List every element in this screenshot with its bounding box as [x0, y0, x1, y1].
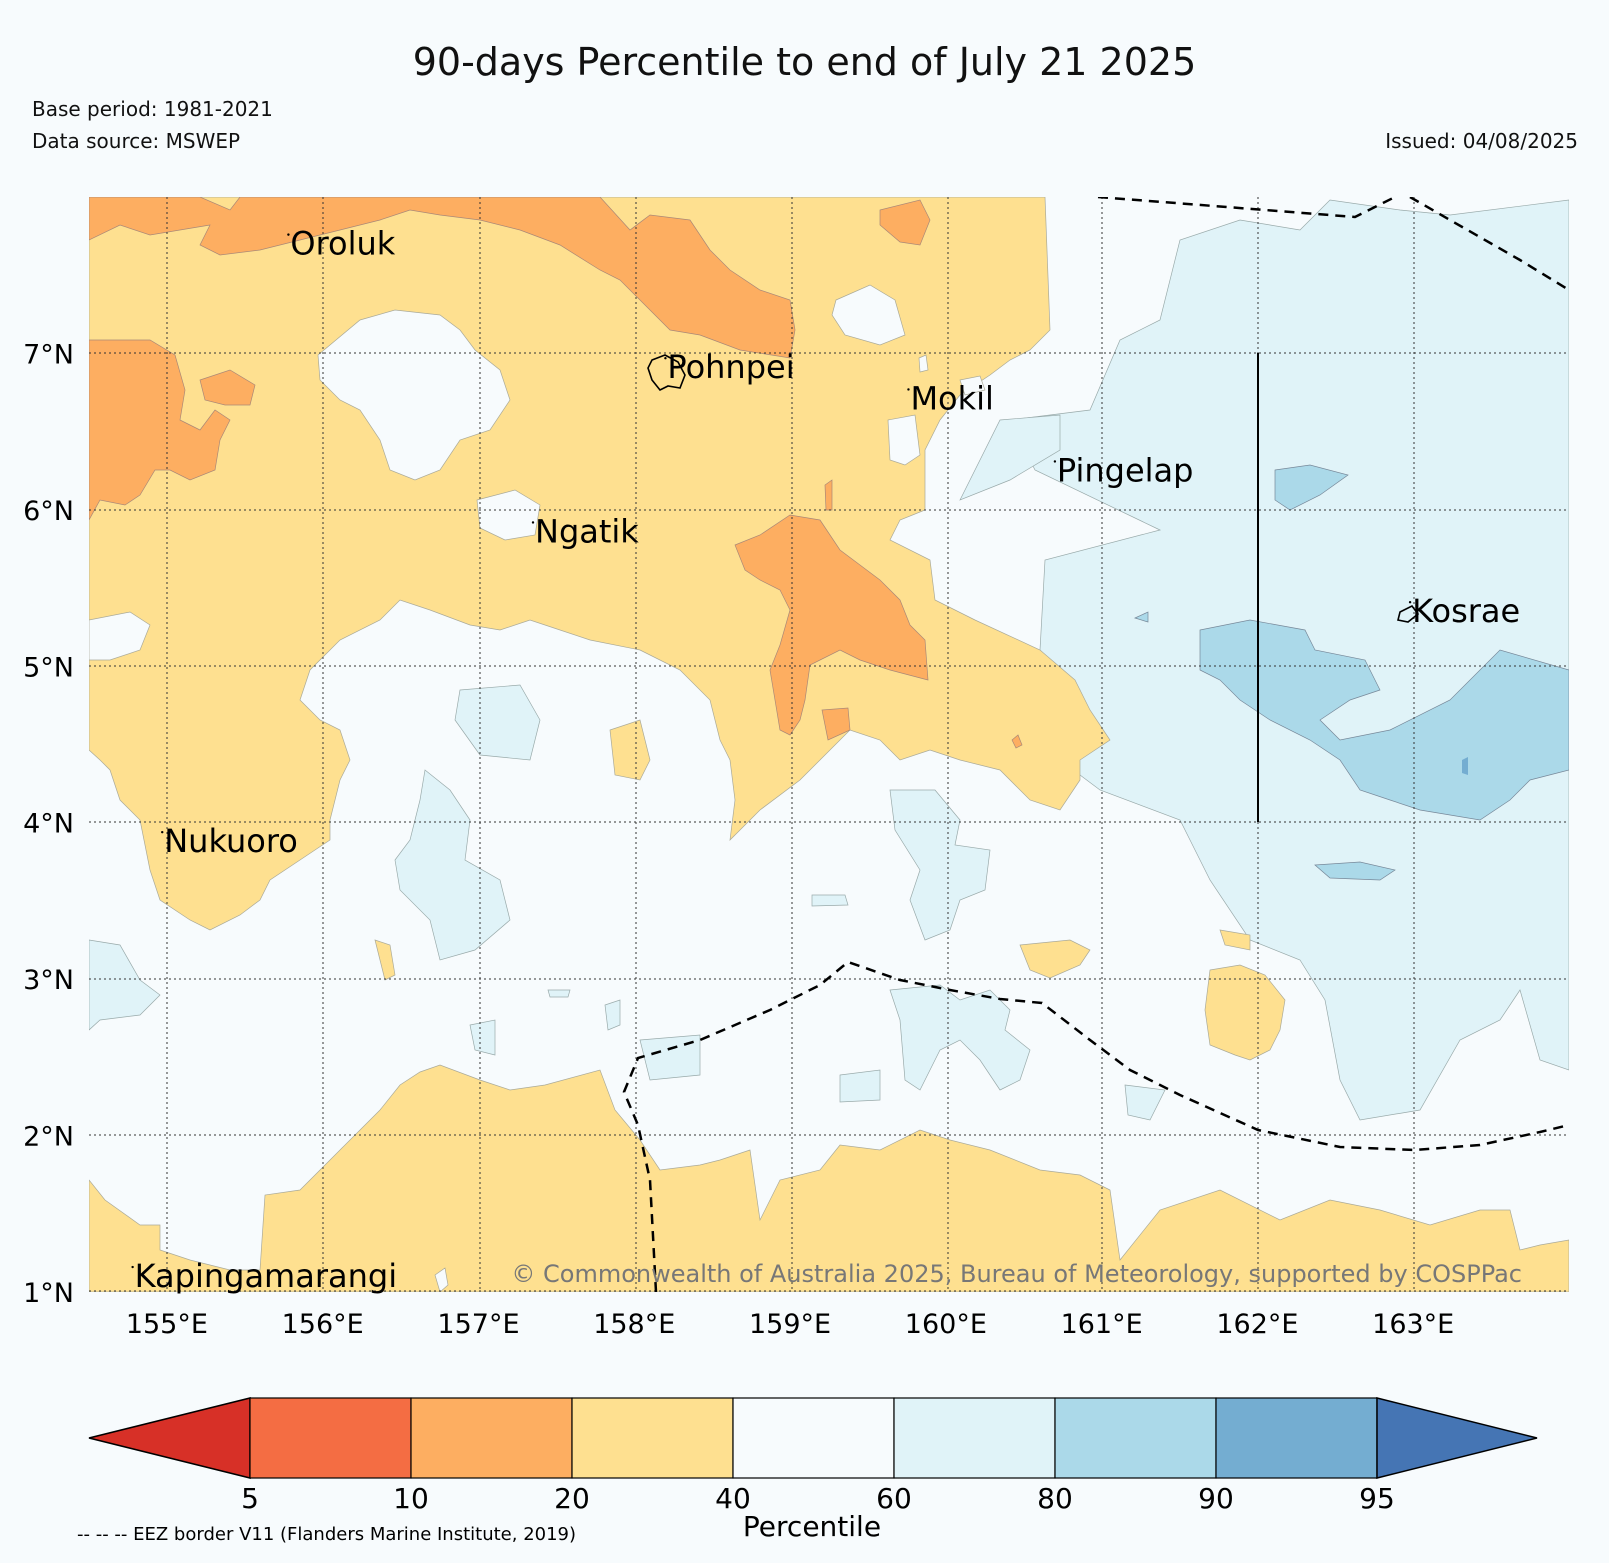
place-label-pohnpei: Pohnpei — [667, 348, 794, 386]
lat-tick-label: 1°N — [23, 1278, 74, 1309]
lon-tick-label: 162°E — [1216, 1309, 1298, 1340]
colorbar-tick-label: 20 — [554, 1482, 590, 1515]
colorbar-extend-high — [1376, 1397, 1538, 1479]
map-area: © Commonwealth of Australia 2025, Bureau… — [89, 197, 1569, 1292]
eez-border-note: -- -- -- EEZ border V11 (Flanders Marine… — [77, 1524, 576, 1545]
colorbar-tick-label: 5 — [241, 1482, 259, 1515]
lon-tick-label: 156°E — [282, 1309, 364, 1340]
class-90-95-spot — [1462, 757, 1468, 775]
colorbar-tick-label: 95 — [1359, 1482, 1395, 1515]
colorbar-segment — [249, 1397, 412, 1479]
map-title: 90-days Percentile to end of July 21 202… — [412, 40, 1197, 84]
lat-tick-label: 6°N — [23, 496, 74, 527]
colorbar-segment — [732, 1397, 895, 1479]
place-marker — [1053, 460, 1057, 463]
place-labels: Oroluk Pohnpei Mokil Pingelap Ngatik Kosrae Nu… — [131, 225, 1520, 1295]
colorbar: 5 10 20 40 60 80 90 95 — [88, 1397, 1538, 1515]
latitude-tick-labels: 1°N 2°N 3°N 4°N 5°N 6°N 7°N — [23, 339, 74, 1309]
lon-tick-label: 159°E — [749, 1309, 831, 1340]
island-outlines — [647, 354, 1420, 623]
place-marker — [1408, 601, 1412, 604]
colorbar-tick-label: 10 — [393, 1482, 429, 1515]
lat-tick-label: 4°N — [23, 809, 74, 840]
class-10-20-regions — [89, 197, 1023, 749]
copyright-notice: © Commonwealth of Australia 2025, Bureau… — [511, 1260, 1522, 1288]
place-marker — [161, 830, 164, 834]
place-label-mokil: Mokil — [910, 379, 994, 417]
place-label-pingelap: Pingelap — [1057, 451, 1194, 489]
colorbar-segment — [571, 1397, 734, 1479]
graticule — [89, 197, 1569, 1292]
colorbar-tick-label: 80 — [1037, 1482, 1073, 1515]
place-label-kapingamarangi: Kapingamarangi — [135, 1257, 397, 1295]
place-marker — [531, 521, 535, 524]
data-source-label: Data source: MSWEP — [32, 129, 241, 153]
colorbar-tick-label: 40 — [715, 1482, 751, 1515]
place-label-oroluk: Oroluk — [290, 225, 395, 263]
lon-tick-label: 158°E — [593, 1309, 675, 1340]
eez-border-lines — [622, 197, 1569, 1292]
kosrae-outline — [1397, 604, 1420, 623]
colorbar-segment — [410, 1397, 573, 1479]
lon-tick-label: 155°E — [126, 1309, 208, 1340]
place-label-nukuoro: Nukuoro — [164, 822, 298, 860]
base-period-label: Base period: 1981-2021 — [32, 97, 273, 121]
lon-tick-label: 157°E — [437, 1309, 519, 1340]
lat-tick-label: 7°N — [23, 339, 74, 370]
colorbar-segment — [1054, 1397, 1217, 1479]
colorbar-tick-label: 90 — [1198, 1482, 1234, 1515]
place-marker — [907, 388, 910, 391]
place-marker — [131, 1265, 134, 1269]
place-marker — [664, 357, 667, 360]
place-label-kosrae: Kosrae — [1412, 592, 1520, 630]
colorbar-extend-low — [88, 1397, 251, 1479]
lon-tick-label: 160°E — [905, 1309, 987, 1340]
colorbar-tick-label: 60 — [876, 1482, 912, 1515]
pohnpei-outline — [647, 354, 686, 392]
issued-date-label: Issued: 04/08/2025 — [1385, 129, 1578, 153]
lon-tick-label: 163°E — [1372, 1309, 1454, 1340]
longitude-tick-labels: 155°E 156°E 157°E 158°E 159°E 160°E 161°E 162°E… — [126, 1309, 1454, 1340]
colorbar-title: Percentile — [743, 1510, 881, 1543]
lat-tick-label: 5°N — [23, 652, 74, 683]
lon-tick-label: 161°E — [1061, 1309, 1143, 1340]
lat-tick-label: 3°N — [23, 965, 74, 996]
lat-tick-label: 2°N — [23, 1122, 74, 1153]
place-marker — [287, 233, 290, 236]
class-80-90-regions — [1134, 464, 1569, 881]
colorbar-segment — [1215, 1397, 1378, 1479]
place-label-ngatik: Ngatik — [535, 512, 639, 550]
colorbar-segment — [893, 1397, 1056, 1479]
